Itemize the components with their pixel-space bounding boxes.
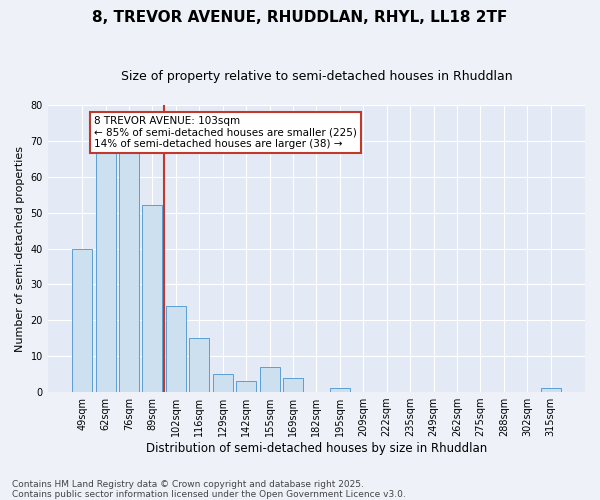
Bar <box>541 388 560 392</box>
Title: Size of property relative to semi-detached houses in Rhuddlan: Size of property relative to semi-detach… <box>121 70 512 83</box>
Bar <box>95 148 116 392</box>
Bar <box>260 367 280 392</box>
Bar <box>236 382 256 392</box>
Text: Contains HM Land Registry data © Crown copyright and database right 2025.
Contai: Contains HM Land Registry data © Crown c… <box>12 480 406 499</box>
Text: 8 TREVOR AVENUE: 103sqm
← 85% of semi-detached houses are smaller (225)
14% of s: 8 TREVOR AVENUE: 103sqm ← 85% of semi-de… <box>94 116 357 149</box>
Bar <box>142 206 163 392</box>
Bar <box>72 248 92 392</box>
Bar <box>190 338 209 392</box>
X-axis label: Distribution of semi-detached houses by size in Rhuddlan: Distribution of semi-detached houses by … <box>146 442 487 455</box>
Bar <box>330 388 350 392</box>
Bar <box>119 152 139 392</box>
Y-axis label: Number of semi-detached properties: Number of semi-detached properties <box>15 146 25 352</box>
Bar <box>213 374 233 392</box>
Text: 8, TREVOR AVENUE, RHUDDLAN, RHYL, LL18 2TF: 8, TREVOR AVENUE, RHUDDLAN, RHYL, LL18 2… <box>92 10 508 25</box>
Bar <box>166 306 186 392</box>
Bar <box>283 378 303 392</box>
